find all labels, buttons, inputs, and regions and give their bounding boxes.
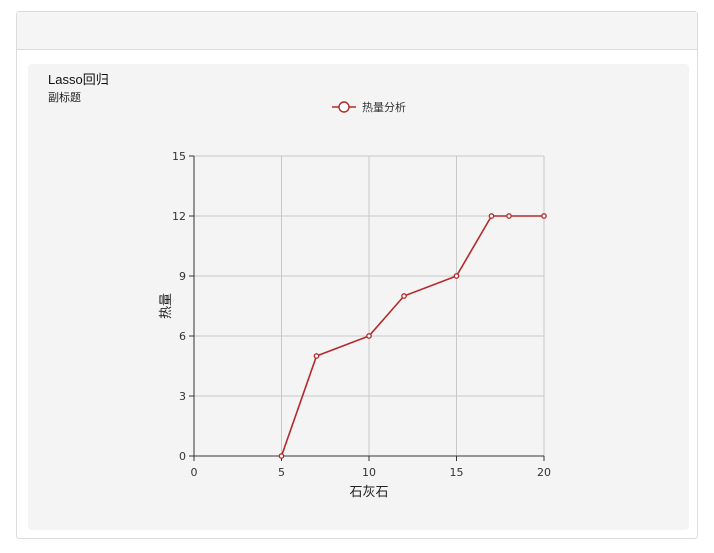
data-point	[313, 353, 320, 359]
x-tick-label: 5	[278, 466, 285, 479]
chart-subtitle: 副标题	[48, 92, 81, 104]
legend-label[interactable]: 热量分析	[362, 100, 406, 114]
y-axis-title: 热量	[159, 293, 174, 319]
x-axis-title: 石灰石	[349, 485, 388, 500]
legend[interactable]: 热量分析	[332, 100, 406, 114]
line-chart: 0 5 10 15 20 0 3 6 9 12 15 热量分析 石灰石 热量	[159, 100, 551, 500]
legend-marker-icon	[338, 101, 350, 113]
data-point	[401, 293, 407, 299]
panel: Lasso回归 副标题 0 5 10 15 20 0 3 6 9 12 15 热量分析 石灰石 热量	[16, 11, 698, 539]
series-line	[280, 215, 544, 457]
data-point	[278, 453, 285, 459]
y-tick-label: 0	[179, 450, 186, 463]
x-tick-label: 0	[191, 466, 198, 479]
x-tick-label: 10	[362, 466, 376, 479]
panel-heading	[17, 12, 697, 50]
y-tick-label: 3	[179, 390, 186, 403]
x-tick-label: 15	[450, 466, 464, 479]
axes: 0 5 10 15 20 0 3 6 9 12 15	[172, 150, 551, 479]
data-point	[366, 333, 372, 339]
x-tick-label: 20	[537, 466, 551, 479]
y-tick-label: 6	[179, 330, 186, 343]
chart-title: Lasso回归	[48, 72, 109, 87]
data-point	[453, 273, 460, 279]
y-tick-label: 9	[179, 270, 186, 283]
data-point	[541, 213, 547, 219]
y-tick-label: 12	[172, 210, 186, 223]
series-layer	[278, 213, 547, 459]
data-point	[488, 213, 495, 219]
y-tick-label: 15	[172, 150, 186, 163]
chart-card: Lasso回归 副标题 0 5 10 15 20 0 3 6 9 12 15 热量分析 石灰石 热量	[28, 64, 689, 530]
grid-lines	[193, 155, 545, 457]
data-point	[506, 213, 512, 219]
